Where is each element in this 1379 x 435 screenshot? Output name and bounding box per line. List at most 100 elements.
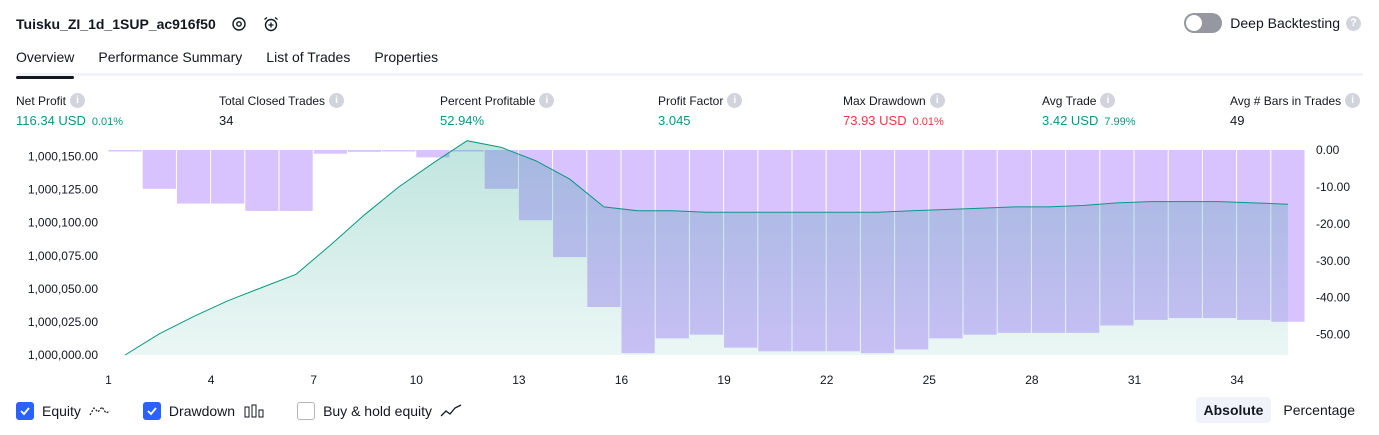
drawdown-label: Drawdown	[168, 403, 236, 419]
x-tick-label: 19	[717, 373, 731, 387]
right-axis-labels: 0.00 -10.00 -20.00 -30.00 -40.00 -50.00	[1316, 143, 1350, 342]
y-right-tick-label: -10.00	[1316, 180, 1350, 194]
x-tick-label: 34	[1230, 373, 1244, 387]
y-right-tick-label: 0.00	[1316, 143, 1340, 157]
metric-value: 34	[219, 113, 234, 128]
metric-value: 3.42 USD	[1042, 113, 1099, 128]
tab-list-of-trades[interactable]: List of Trades	[266, 49, 351, 65]
drawdown-bar	[108, 150, 142, 152]
metric-value: 73.93 USD	[843, 113, 907, 128]
y-left-tick-label: 1,000,150.00	[28, 150, 98, 164]
y-left-tick-label: 1,000,125.00	[28, 183, 98, 197]
report-tabs: Overview Performance Summary List of Tra…	[16, 46, 1363, 79]
drawdown-bar	[416, 150, 450, 158]
x-tick-label: 13	[512, 373, 526, 387]
deep-backtesting: Deep Backtesting ?	[1184, 13, 1361, 33]
y-right-tick-label: -30.00	[1316, 254, 1350, 268]
metric-title: Avg # Bars in Trades	[1230, 93, 1342, 108]
legend-buy-hold[interactable]: Buy & hold equity	[297, 402, 462, 420]
absolute-button[interactable]: Absolute	[1195, 397, 1272, 423]
info-icon[interactable]: i	[70, 93, 86, 108]
metric-profit-factor: Profit Factor i 3.045	[658, 93, 743, 128]
drawdown-bar	[176, 150, 211, 204]
equity-drawdown-chart[interactable]: 1,000,000.00 1,000,025.00 1,000,050.00 1,00…	[0, 140, 1379, 390]
info-icon[interactable]: i	[1345, 93, 1361, 108]
equity-line-icon	[89, 405, 111, 416]
question-icon[interactable]: ?	[1346, 15, 1361, 31]
chart-legend: Equity Drawdown Buy & hold equity	[16, 399, 494, 423]
info-icon[interactable]: i	[929, 93, 945, 108]
metric-avg-bars: Avg # Bars in Trades i 49	[1230, 93, 1361, 128]
metric-title: Total Closed Trades	[219, 93, 326, 108]
metric-avg-trade: Avg Trade i 3.42 USD 7.99%	[1042, 93, 1136, 128]
drawdown-checkbox[interactable]	[142, 402, 161, 420]
scale-mode-switch: Absolute Percentage	[1192, 397, 1364, 423]
info-icon[interactable]: i	[329, 93, 345, 108]
left-axis-labels: 1,000,000.00 1,000,025.00 1,000,050.00 1,00…	[28, 150, 98, 362]
metric-percent-profitable: Percent Profitable i 52.94%	[440, 93, 555, 128]
x-tick-label: 7	[310, 373, 317, 387]
legend-drawdown[interactable]: Drawdown	[142, 402, 265, 420]
metric-title: Max Drawdown	[843, 93, 926, 108]
metric-title: Percent Profitable	[440, 93, 536, 108]
metric-title: Net Profit	[16, 93, 67, 108]
drawdown-bar	[142, 150, 176, 189]
x-tick-label: 22	[820, 373, 834, 387]
metric-percent: 0.01%	[91, 116, 124, 128]
metric-value: 116.34 USD	[16, 113, 86, 128]
deep-backtesting-label: Deep Backtesting	[1230, 15, 1340, 31]
metric-percent: 7.99%	[1104, 116, 1136, 128]
x-tick-label: 1	[105, 373, 112, 387]
buy-hold-checkbox[interactable]	[297, 402, 316, 420]
y-right-tick-label: -40.00	[1316, 291, 1350, 305]
buy-hold-line-icon	[440, 404, 462, 417]
metric-value: 52.94%	[440, 113, 485, 128]
deep-backtesting-toggle[interactable]	[1184, 13, 1223, 33]
y-left-tick-label: 1,000,100.00	[28, 216, 98, 230]
metric-max-drawdown: Max Drawdown i 73.93 USD 0.01%	[843, 93, 945, 128]
x-tick-label: 25	[923, 373, 937, 387]
x-axis-labels: 1 4 7 10 13 16 19 22 25 28 31 34	[105, 373, 1244, 387]
equity-area	[125, 140, 1288, 355]
metrics-row: Net Profit i 116.34 USD 0.01% Total Closed…	[16, 93, 1363, 129]
tab-properties[interactable]: Properties	[374, 49, 439, 65]
equity-label: Equity	[42, 403, 81, 419]
legend-equity[interactable]: Equity	[16, 402, 111, 420]
x-tick-label: 31	[1128, 373, 1142, 387]
metric-percent: 0.01%	[912, 116, 944, 128]
equity-line	[124, 140, 1288, 356]
alarm-add-icon[interactable]	[262, 15, 280, 33]
x-tick-label: 16	[615, 373, 629, 387]
drawdown-bar	[279, 150, 313, 211]
equity-series	[124, 140, 1288, 356]
metric-value: 49	[1230, 113, 1245, 128]
strategy-name: Tuisku_ZI_1d_1SUP_ac916f50	[16, 16, 216, 32]
x-tick-label: 4	[208, 373, 215, 387]
y-left-tick-label: 1,000,000.00	[28, 348, 98, 362]
tab-overview[interactable]: Overview	[16, 46, 75, 79]
info-icon[interactable]: i	[727, 93, 743, 108]
y-right-tick-label: -20.00	[1316, 217, 1350, 231]
drawdown-bar	[245, 150, 279, 211]
drawdown-bar	[347, 150, 382, 152]
metric-net-profit: Net Profit i 116.34 USD 0.01%	[16, 93, 123, 128]
info-icon[interactable]: i	[1100, 93, 1116, 108]
metric-total-closed-trades: Total Closed Trades i 34	[219, 93, 345, 128]
strategy-header: Tuisku_ZI_1d_1SUP_ac916f50	[16, 12, 280, 36]
settings-icon[interactable]	[230, 15, 248, 33]
drawdown-bar	[211, 150, 245, 204]
buy-hold-label: Buy & hold equity	[323, 403, 433, 419]
drawdown-bars-icon	[244, 404, 264, 418]
x-tick-label: 10	[410, 373, 424, 387]
tab-performance-summary[interactable]: Performance Summary	[98, 49, 243, 65]
y-left-tick-label: 1,000,025.00	[28, 315, 98, 329]
metric-title: Avg Trade	[1042, 93, 1097, 108]
x-tick-label: 28	[1025, 373, 1039, 387]
percentage-button[interactable]: Percentage	[1283, 402, 1355, 418]
metric-value: 3.045	[658, 113, 691, 128]
info-icon[interactable]: i	[539, 93, 555, 108]
y-right-tick-label: -50.00	[1316, 328, 1350, 342]
drawdown-bar	[382, 150, 416, 152]
drawdown-bar	[313, 150, 347, 154]
equity-checkbox[interactable]	[16, 402, 34, 420]
